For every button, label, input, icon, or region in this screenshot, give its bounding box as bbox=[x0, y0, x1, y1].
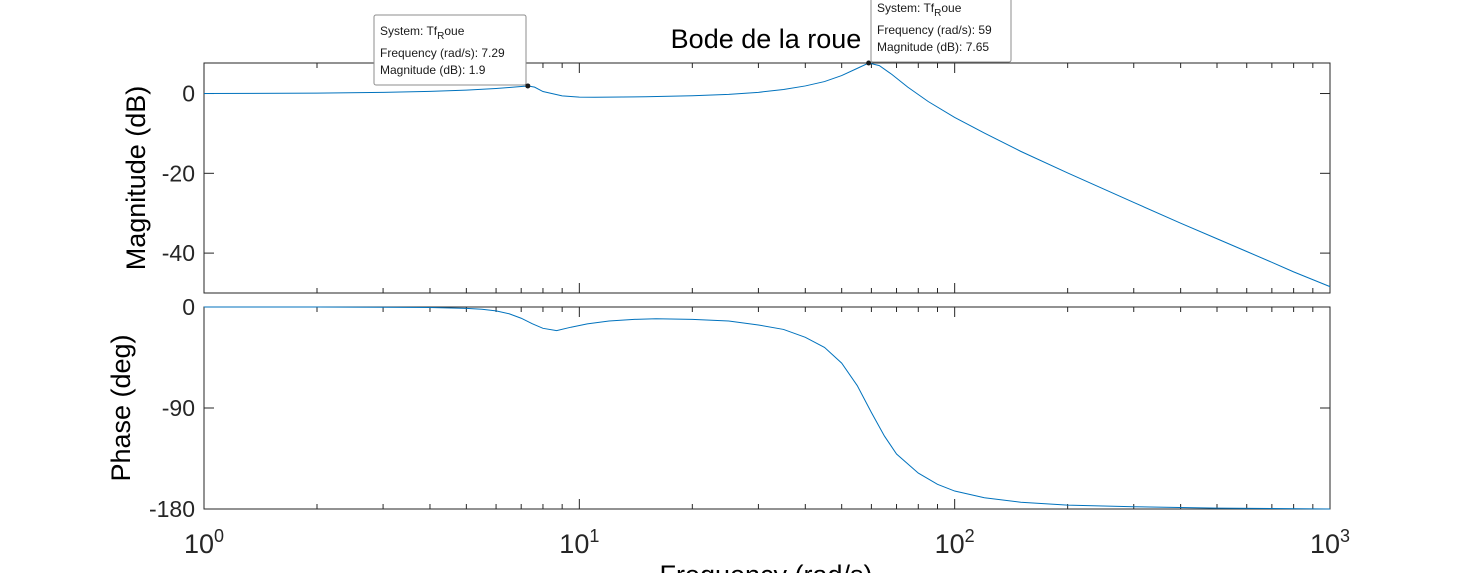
phase-series-line bbox=[204, 306, 1331, 510]
y-tick-label: 0 bbox=[182, 294, 195, 320]
datatip-box bbox=[870, 0, 1012, 63]
datatip: System: TfRoue Frequency (rad/s): 7.29 Mag… bbox=[373, 14, 531, 89]
x-axis-label: Frequency (rad/s) bbox=[659, 560, 872, 573]
datatip-marker bbox=[866, 60, 872, 66]
magnitude-axes-box bbox=[203, 62, 1331, 294]
y-tick-label: 0 bbox=[182, 81, 195, 107]
x-tick-label: 103 bbox=[1310, 526, 1350, 559]
y-tick-label: -20 bbox=[162, 160, 195, 186]
y-tick-label: -90 bbox=[162, 395, 195, 421]
x-tick-labels: 100 101 102 103 bbox=[184, 526, 1350, 559]
magnitude-panel: 0 -20 -40 Magnitude (dB) bbox=[121, 62, 1331, 294]
datatip-frequency: Frequency (rad/s): 59 bbox=[877, 23, 992, 37]
datatip-marker bbox=[525, 83, 531, 89]
y-tick-label: -40 bbox=[162, 240, 195, 266]
datatip-magnitude: Magnitude (dB): 7.65 bbox=[877, 40, 989, 54]
magnitude-axis-label: Magnitude (dB) bbox=[121, 86, 151, 271]
phase-axis-label: Phase (deg) bbox=[106, 334, 136, 481]
phase-panel: 0 -90 -180 Phase (deg) bbox=[106, 294, 1331, 522]
datatips-layer: System: TfRoue Frequency (rad/s): 7.29 Mag… bbox=[373, 0, 1012, 89]
phase-x-minor-ticks bbox=[316, 307, 1314, 509]
datatip-system: System: TfRoue bbox=[877, 1, 962, 19]
magnitude-y-ticks: 0 -20 -40 bbox=[162, 81, 1330, 266]
phase-y-ticks: 0 -90 -180 bbox=[149, 294, 1330, 522]
datatip-magnitude: Magnitude (dB): 1.9 bbox=[380, 63, 486, 77]
chart-title: Bode de la roue bbox=[671, 24, 862, 54]
phase-x-major-ticks bbox=[203, 307, 1331, 509]
datatip-box bbox=[373, 14, 527, 86]
phase-axes-box bbox=[203, 306, 1331, 510]
magnitude-x-major-ticks bbox=[203, 63, 1331, 293]
x-tick-label: 100 bbox=[184, 526, 224, 559]
magnitude-series-line bbox=[203, 62, 1331, 288]
x-tick-label: 101 bbox=[559, 526, 599, 559]
datatip: System: TfRoue Frequency (rad/s): 59 Magni… bbox=[866, 0, 1012, 66]
x-tick-label: 102 bbox=[935, 526, 975, 559]
datatip-system: System: TfRoue bbox=[380, 24, 465, 42]
y-tick-label: -180 bbox=[149, 496, 195, 522]
datatip-frequency: Frequency (rad/s): 7.29 bbox=[380, 46, 505, 60]
